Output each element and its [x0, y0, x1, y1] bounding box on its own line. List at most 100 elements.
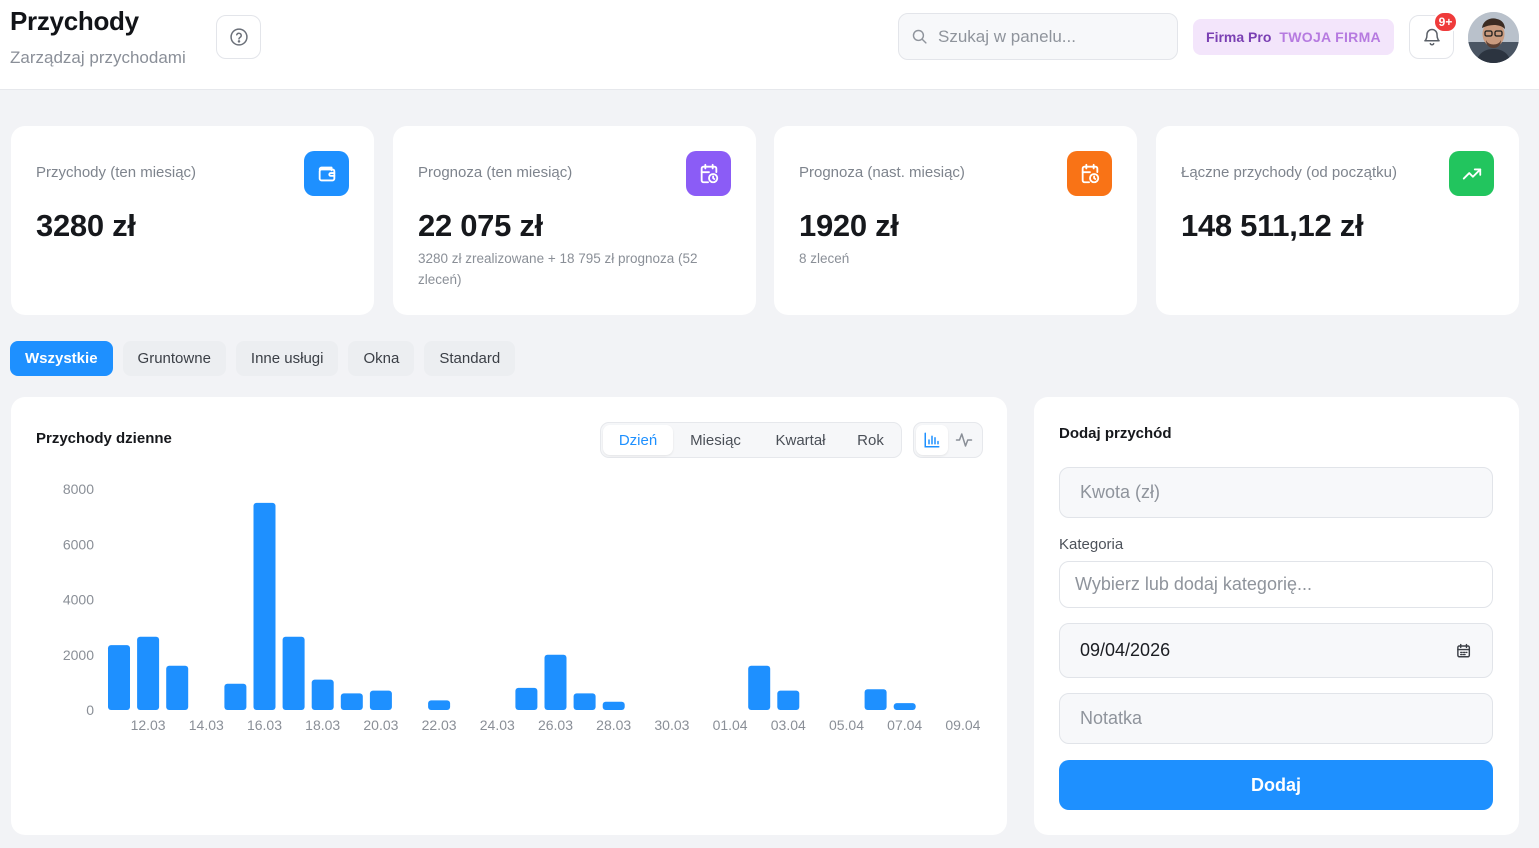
bar-13.03[interactable]	[166, 665, 189, 710]
period-day[interactable]: Dzień	[603, 425, 673, 455]
bar-view-button[interactable]	[916, 425, 948, 455]
bar-27.03[interactable]	[573, 693, 596, 710]
category-field[interactable]	[1059, 561, 1493, 608]
help-button[interactable]	[216, 15, 261, 59]
period-month[interactable]: Miesiąc	[690, 431, 741, 449]
user-avatar[interactable]	[1468, 12, 1519, 63]
stat-icon-badge	[1067, 151, 1112, 196]
calendar-icon[interactable]	[1455, 642, 1472, 660]
y-tick-label: 8000	[63, 481, 94, 497]
wallet-icon	[318, 166, 335, 181]
period-quarter[interactable]: Kwartał	[775, 431, 826, 449]
x-tick-label: 12.03	[131, 717, 166, 733]
bar-15.03[interactable]	[224, 683, 247, 710]
stat-icon-badge	[304, 151, 349, 196]
x-tick-label: 07.04	[887, 717, 922, 733]
stat-card-forecast-next-month: Prognoza (nast. miesiąc) 1920 zł 8 zlece…	[774, 126, 1137, 315]
stat-label: Przychody (ten miesiąc)	[36, 164, 197, 181]
bar-chart-icon	[924, 432, 940, 448]
x-tick-label: 26.03	[538, 717, 573, 733]
tab-okna[interactable]: Okna	[348, 341, 415, 376]
form-title: Dodaj przychód	[1059, 425, 1172, 442]
amount-field[interactable]	[1059, 467, 1493, 518]
amount-input[interactable]	[1080, 482, 1472, 503]
help-icon	[229, 28, 248, 46]
calendar-clock-icon	[700, 163, 718, 183]
note-input[interactable]	[1080, 708, 1472, 729]
x-tick-label: 28.03	[596, 717, 631, 733]
bar-26.03[interactable]	[544, 654, 567, 710]
stat-value: 148 511,12 zł	[1181, 208, 1364, 243]
search-box[interactable]	[898, 13, 1178, 60]
avatar-image	[1468, 12, 1519, 63]
stat-card-forecast-month: Prognoza (ten miesiąc) 22 075 zł 3280 zł…	[393, 126, 756, 315]
search-icon	[912, 29, 927, 44]
bar-22.03[interactable]	[428, 700, 451, 710]
page-subtitle: Zarządzaj przychodami	[10, 48, 186, 67]
bar-28.03[interactable]	[602, 701, 625, 710]
period-year[interactable]: Rok	[857, 431, 884, 449]
line-view-button[interactable]	[948, 425, 980, 455]
x-tick-label: 16.03	[247, 717, 282, 733]
search-input[interactable]	[938, 26, 1158, 47]
date-input[interactable]	[1080, 640, 1455, 661]
bar-18.03[interactable]	[311, 679, 334, 710]
add-button[interactable]: Dodaj	[1059, 760, 1493, 810]
x-tick-label: 30.03	[654, 717, 689, 733]
bell-icon	[1423, 28, 1440, 46]
bar-16.03[interactable]	[253, 502, 276, 710]
tab-inne-uslugi[interactable]: Inne usługi	[235, 341, 339, 376]
tab-standard[interactable]: Standard	[424, 341, 516, 376]
x-tick-label: 22.03	[422, 717, 457, 733]
note-field[interactable]	[1059, 693, 1493, 744]
bar-20.03[interactable]	[369, 690, 392, 710]
stat-note: 8 zleceń	[799, 251, 850, 266]
bar-25.03[interactable]	[515, 687, 538, 710]
x-tick-label: 20.03	[363, 717, 398, 733]
y-tick-label: 2000	[63, 647, 94, 663]
plan-label: Firma Pro	[1206, 29, 1272, 45]
period-selector: Dzień Miesiąc Kwartał Rok	[600, 422, 902, 458]
trending-up-icon	[1462, 168, 1481, 179]
x-tick-label: 01.04	[713, 717, 748, 733]
stat-note: 3280 zł zrealizowane + 18 795 zł prognoz…	[418, 251, 698, 287]
bar-11.03[interactable]	[108, 645, 130, 710]
category-input[interactable]	[1075, 574, 1472, 595]
bar-07.04[interactable]	[893, 703, 916, 710]
tab-wszystkie[interactable]: Wszystkie	[10, 341, 113, 376]
x-tick-label: 03.04	[771, 717, 806, 733]
tab-gruntowne[interactable]: Gruntowne	[122, 341, 226, 376]
chart-view-toggle	[913, 422, 983, 458]
bar-06.04[interactable]	[864, 689, 887, 710]
plan-badge[interactable]: Firma Pro TWOJA FIRMA	[1193, 19, 1394, 55]
top-header: Przychody Zarządzaj przychodami Firma Pr…	[0, 0, 1539, 90]
notification-count-badge: 9+	[1433, 11, 1458, 33]
stat-card-total-revenue: Łączne przychody (od początku) 148 511,1…	[1156, 126, 1519, 315]
stat-label: Prognoza (nast. miesiąc)	[799, 164, 965, 181]
stat-label: Łączne przychody (od początku)	[1181, 164, 1397, 181]
x-tick-label: 24.03	[480, 717, 515, 733]
bar-12.03[interactable]	[137, 636, 160, 710]
stat-icon-badge	[1449, 151, 1494, 196]
bar-17.03[interactable]	[282, 636, 305, 710]
category-label: Kategoria	[1059, 536, 1124, 553]
x-tick-label: 09.04	[945, 717, 980, 733]
stat-icon-badge	[686, 151, 731, 196]
bar-03.04[interactable]	[777, 690, 800, 710]
bar-02.04[interactable]	[748, 665, 771, 710]
date-field[interactable]	[1059, 623, 1493, 678]
stat-card-revenue-month: Przychody (ten miesiąc) 3280 zł	[11, 126, 374, 315]
stat-value: 1920 zł	[799, 208, 899, 243]
calendar-clock-icon	[1081, 163, 1099, 183]
y-tick-label: 4000	[63, 592, 94, 608]
category-tabs: Wszystkie Gruntowne Inne usługi Okna Sta…	[10, 341, 516, 376]
stat-label: Prognoza (ten miesiąc)	[418, 164, 573, 181]
add-revenue-form: Dodaj przychód Kategoria Dodaj	[1034, 397, 1519, 835]
x-tick-label: 05.04	[829, 717, 864, 733]
y-tick-label: 0	[86, 702, 94, 718]
chart-card: 0 2000 4000 6000 8000 12.03 14.03 16.03 18.03 20.…	[11, 397, 1007, 835]
x-tick-label: 18.03	[305, 717, 340, 733]
company-label: TWOJA FIRMA	[1279, 29, 1381, 45]
bar-19.03[interactable]	[340, 693, 363, 710]
page-title: Przychody	[10, 6, 139, 36]
